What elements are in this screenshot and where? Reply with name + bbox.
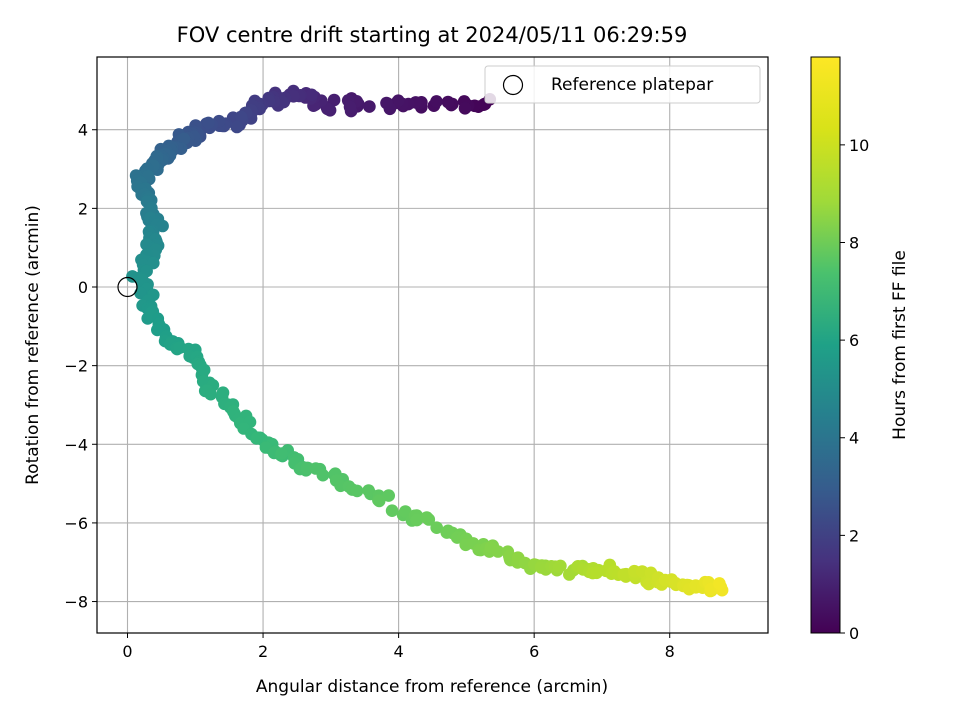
legend: Reference platepar	[484, 65, 761, 104]
data-point	[410, 513, 424, 527]
legend-label-reference: Reference platepar	[551, 75, 713, 95]
data-point	[430, 95, 443, 108]
x-tick-label: 6	[529, 642, 539, 661]
y-tick-label: −8	[64, 593, 88, 612]
axis-ticks: 0 2 4 6 8 −8 −6 −4 −2 0 2 4	[64, 121, 674, 661]
data-point	[392, 94, 405, 107]
data-point	[491, 545, 505, 558]
colorbar-tick-label: 6	[849, 331, 859, 350]
data-point	[327, 93, 341, 107]
data-point	[151, 323, 164, 337]
data-point	[230, 120, 244, 134]
data-point	[177, 132, 191, 146]
y-axis-title: Rotation from reference (arcmin)	[23, 205, 43, 485]
colorbar-title: Hours from first FF file	[890, 250, 910, 440]
colorbar-tick-label: 0	[849, 624, 859, 643]
data-point	[234, 110, 248, 124]
data-point	[275, 447, 288, 460]
reference-marker-layer	[117, 276, 138, 298]
data-point	[441, 95, 455, 109]
data-point	[382, 489, 396, 502]
data-point	[343, 100, 357, 114]
y-tick-label: −6	[64, 514, 88, 533]
data-point	[420, 511, 434, 524]
data-point	[385, 504, 399, 517]
data-point	[204, 387, 217, 401]
data-point	[380, 96, 393, 110]
y-tick-label: −2	[64, 357, 88, 376]
data-points	[126, 84, 729, 598]
x-tick-label: 2	[258, 642, 268, 661]
y-tick-label: 0	[78, 278, 88, 297]
data-point	[554, 559, 567, 573]
data-point	[250, 431, 264, 445]
x-tick-label: 8	[665, 642, 675, 661]
y-tick-label: 2	[78, 199, 88, 218]
data-point	[216, 386, 230, 400]
legend-marker-reference	[502, 74, 524, 96]
reference-platepar-marker	[117, 276, 138, 298]
data-point	[156, 219, 169, 233]
data-point	[430, 521, 444, 534]
data-point	[350, 484, 364, 498]
data-point	[362, 484, 375, 497]
data-point	[197, 363, 211, 377]
x-tick-label: 4	[394, 642, 404, 661]
legend-box	[484, 65, 761, 104]
colorbar-tick-label: 8	[849, 233, 859, 252]
data-point	[713, 577, 726, 590]
colorbar-tick-label: 4	[849, 429, 859, 448]
data-point	[300, 461, 314, 475]
y-tick-label: −4	[64, 435, 88, 454]
data-point	[305, 88, 318, 102]
data-point	[202, 116, 215, 130]
x-axis-title: Angular distance from reference (arcmin)	[256, 677, 608, 697]
y-tick-label: 4	[78, 121, 88, 140]
data-point	[372, 494, 386, 508]
data-point	[363, 100, 376, 113]
plot-frame	[96, 56, 769, 634]
x-tick-label: 0	[122, 642, 132, 661]
colorbar	[810, 56, 841, 634]
data-point	[316, 468, 330, 482]
data-point	[458, 102, 472, 115]
colorbar-ticks: 0 2 4 6 8 10	[840, 136, 869, 643]
data-point	[617, 568, 630, 581]
chart-title: FOV centre drift starting at 2024/05/11 …	[177, 23, 688, 47]
colorbar-tick-label: 10	[849, 136, 869, 155]
colorbar-tick-label: 2	[849, 526, 859, 545]
